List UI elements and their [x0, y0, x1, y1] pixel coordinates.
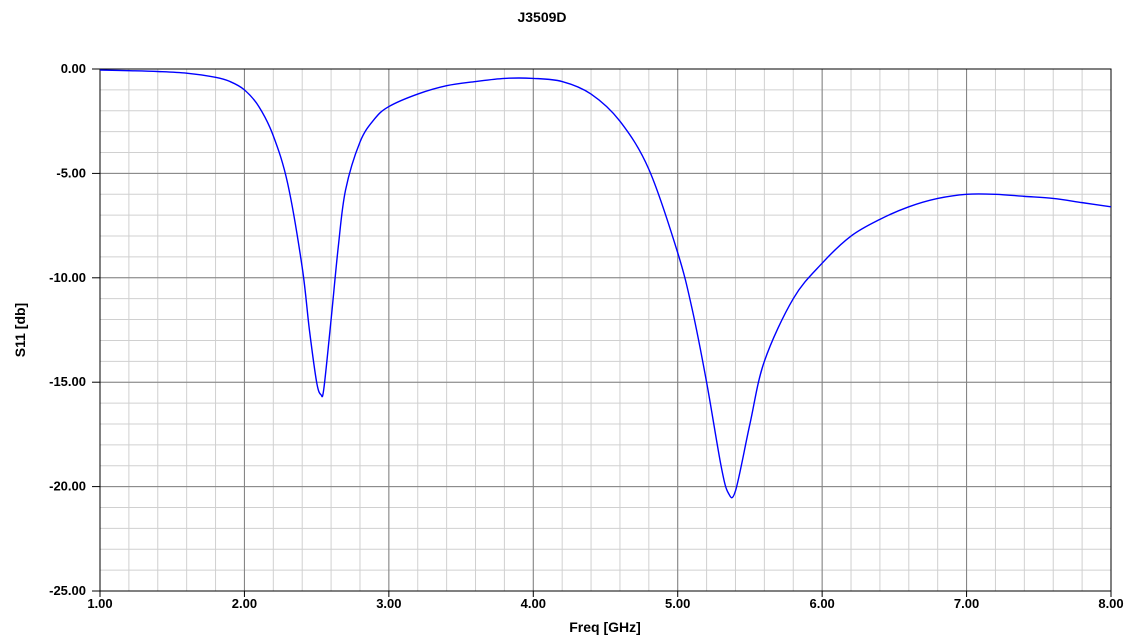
x-axis-label: Freq [GHz]: [569, 619, 641, 635]
x-tick-label: 8.00: [1098, 596, 1123, 611]
chart-title: J3509D: [517, 9, 566, 25]
x-tick-label: 4.00: [521, 596, 546, 611]
y-tick-label: -25.00: [49, 583, 86, 598]
x-tick-label: 5.00: [665, 596, 690, 611]
y-axis: 0.00 -5.00 -10.00 -15.00 -20.00 -25.00: [49, 61, 100, 598]
x-tick-label: 2.00: [232, 596, 257, 611]
x-tick-label: 6.00: [809, 596, 834, 611]
y-tick-label: -10.00: [49, 270, 86, 285]
x-tick-label: 3.00: [376, 596, 401, 611]
y-tick-label: 0.00: [61, 61, 86, 76]
y-axis-label: S11 [db]: [12, 303, 28, 357]
major-grid: [100, 69, 1111, 591]
y-tick-label: -15.00: [49, 374, 86, 389]
minor-grid: [100, 69, 1111, 591]
x-axis: 1.00 2.00 3.00 4.00 5.00 6.00 7.00 8.00: [87, 591, 1123, 611]
x-tick-label: 7.00: [954, 596, 979, 611]
s11-line: [100, 70, 1111, 498]
x-tick-label: 1.00: [87, 596, 112, 611]
plot-frame: [100, 69, 1111, 591]
y-tick-label: -5.00: [56, 165, 86, 180]
y-tick-label: -20.00: [49, 479, 86, 494]
